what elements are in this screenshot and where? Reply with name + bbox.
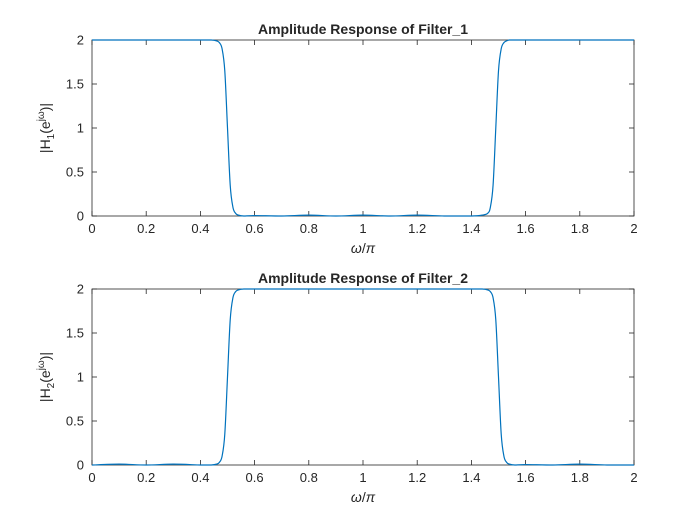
y-tick-label: 1.5 <box>66 326 84 341</box>
x-tick-label: 2 <box>630 221 637 236</box>
series-line <box>91 39 634 217</box>
y-axis-label: |H2(ejω)| <box>36 352 57 402</box>
x-tick-label: 0.6 <box>246 470 264 485</box>
y-tick-label: 0.5 <box>66 414 84 429</box>
x-tick-label: 1 <box>359 221 366 236</box>
x-tick-label: 1.2 <box>408 221 426 236</box>
x-tick-label: 0.2 <box>137 470 155 485</box>
x-tick-label: 1.8 <box>571 221 589 236</box>
axes-box <box>91 39 635 217</box>
y-tick-label: 0 <box>77 209 84 224</box>
plot-filter-2: 0 0.2 0.4 0.6 0.8 1 1.2 1.4 1.6 1.8 2 0 0.5 1 1.5 2 Ampl… <box>36 270 638 505</box>
y-tick-label: 0 <box>77 458 84 473</box>
x-tick-label: 0.8 <box>300 470 318 485</box>
y-tick-label: 2 <box>77 33 84 48</box>
y-axis-label: |H1(ejω)| <box>36 103 57 153</box>
x-tick-label: 0.2 <box>137 221 155 236</box>
x-tick-label: 0 <box>88 470 95 485</box>
chart-title: Amplitude Response of Filter_2 <box>258 270 468 286</box>
x-tick-label: 0.6 <box>246 221 264 236</box>
x-tick-label: 1.2 <box>408 470 426 485</box>
x-tick-label: 1 <box>359 470 366 485</box>
y-tick-label: 2 <box>77 282 84 297</box>
x-tick-label: 1.4 <box>462 470 480 485</box>
y-tick-label: 1.5 <box>66 77 84 92</box>
plot-filter-1: 0 0.2 0.4 0.6 0.8 1 1.2 1.4 1.6 1.8 2 0 0.5 1 1.5 2 Ampl… <box>36 21 638 256</box>
x-tick-label: 1.8 <box>571 470 589 485</box>
x-axis-label: ω/π <box>351 489 376 505</box>
x-tick-label: 0.8 <box>300 221 318 236</box>
y-tick-label: 0.5 <box>66 165 84 180</box>
x-tick-label: 1.6 <box>517 221 535 236</box>
y-tick-label: 1 <box>77 121 84 136</box>
y-tick-label: 1 <box>77 370 84 385</box>
x-tick-label: 0 <box>88 221 95 236</box>
x-tick-label: 0.4 <box>191 470 209 485</box>
x-tick-label: 1.6 <box>517 470 535 485</box>
axes-box <box>91 288 635 466</box>
x-axis-label: ω/π <box>351 240 376 256</box>
series-line <box>91 288 634 466</box>
chart-title: Amplitude Response of Filter_1 <box>258 21 468 37</box>
x-tick-label: 1.4 <box>462 221 480 236</box>
x-tick-label: 0.4 <box>191 221 209 236</box>
x-tick-label: 2 <box>630 470 637 485</box>
